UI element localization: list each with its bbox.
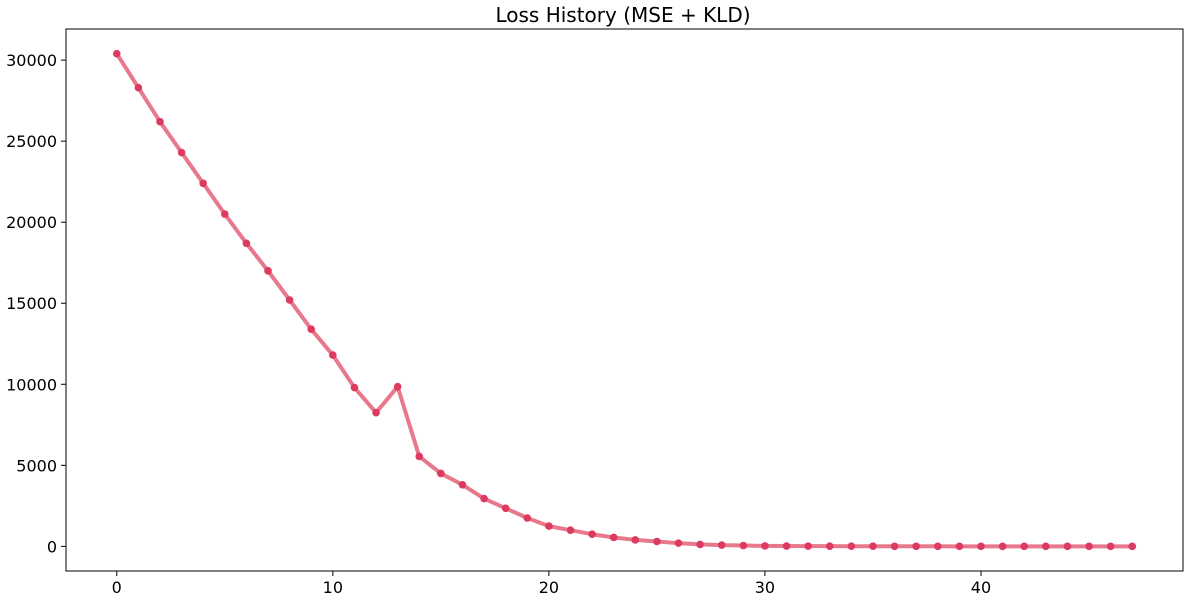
data-point — [415, 452, 424, 461]
data-point — [977, 542, 985, 551]
x-tick-label: 20 — [539, 578, 559, 597]
x-tick-label: 40 — [971, 578, 991, 597]
data-point — [847, 542, 856, 550]
y-tick-label: 5000 — [16, 456, 57, 475]
data-point — [1020, 542, 1028, 551]
data-point — [674, 539, 683, 547]
data-point — [1128, 542, 1137, 551]
data-point — [285, 296, 294, 304]
data-point — [869, 542, 877, 551]
data-point — [264, 267, 272, 275]
data-point — [156, 117, 164, 126]
data-point — [372, 408, 380, 417]
plot-layer — [112, 49, 1137, 551]
data-point — [609, 533, 618, 542]
data-point — [523, 514, 532, 522]
data-point — [696, 540, 704, 549]
y-tick-label: 10000 — [6, 375, 57, 394]
data-point — [1085, 542, 1093, 551]
data-point — [242, 239, 251, 248]
data-point — [653, 537, 661, 546]
y-tick-label: 15000 — [6, 294, 57, 313]
data-point — [739, 541, 748, 550]
data-point — [566, 526, 575, 534]
data-point — [307, 325, 316, 333]
data-point — [1106, 542, 1115, 551]
data-point — [199, 179, 207, 188]
y-tick-label: 30000 — [6, 51, 57, 70]
data-point — [329, 351, 337, 359]
data-point — [1042, 542, 1050, 551]
data-point — [221, 210, 229, 218]
data-point — [782, 542, 791, 550]
data-point — [631, 536, 640, 544]
data-point — [437, 469, 445, 478]
x-tick-label: 10 — [323, 578, 343, 597]
data-point — [177, 148, 186, 157]
data-point — [134, 83, 143, 92]
data-point — [804, 542, 812, 550]
data-point — [501, 504, 510, 513]
data-point — [761, 542, 769, 550]
data-point — [890, 542, 899, 551]
y-tick-label: 20000 — [6, 213, 57, 232]
data-point — [545, 522, 553, 530]
y-tick-label: 25000 — [6, 132, 57, 151]
data-point — [393, 382, 402, 391]
x-axis: 0 10 20 30 40 — [112, 571, 991, 597]
data-point — [458, 480, 467, 489]
y-axis: 0 5000 10000 15000 20000 25000 30000 — [6, 51, 66, 556]
data-point — [717, 541, 726, 549]
data-point — [480, 494, 488, 503]
y-tick-label: 0 — [47, 537, 57, 556]
plot-area-frame — [65, 28, 1184, 572]
data-point — [350, 383, 359, 392]
data-point — [112, 49, 121, 58]
data-point — [933, 542, 942, 551]
x-tick-label: 30 — [755, 578, 775, 597]
x-tick-label: 0 — [112, 578, 122, 597]
data-point — [588, 530, 596, 539]
data-point — [955, 542, 964, 551]
data-point — [912, 542, 920, 551]
chart-title: Loss History (MSE + KLD) — [495, 3, 750, 27]
data-point — [1063, 542, 1072, 551]
data-point — [825, 542, 834, 550]
data-point — [998, 542, 1007, 551]
